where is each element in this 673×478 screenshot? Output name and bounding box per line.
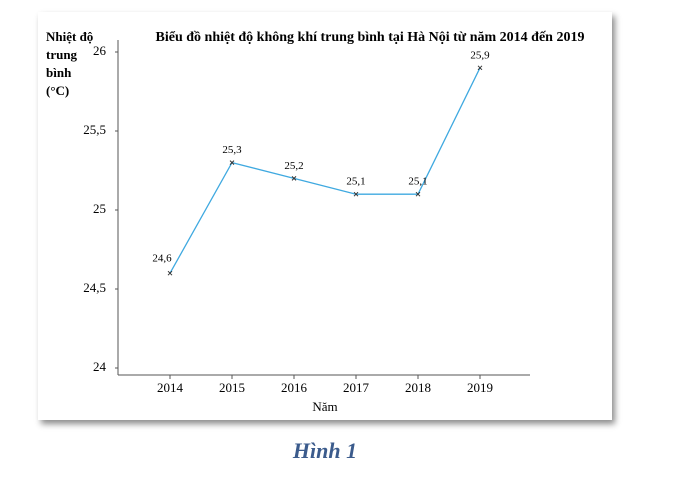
marker: [477, 65, 483, 71]
data-label: 24,6: [152, 253, 172, 265]
y-tick-label: 24,5: [83, 280, 106, 295]
x-tick-label: 2015: [219, 380, 245, 395]
x-tick-label: 2014: [157, 380, 184, 395]
y-tick-label: 26: [93, 43, 107, 58]
x-tick-label: 2018: [405, 380, 431, 395]
x-tick-label: 2019: [467, 380, 493, 395]
y-tick-label: 24: [93, 359, 107, 374]
data-label: 25,2: [284, 160, 303, 172]
marker: [167, 270, 173, 276]
marker: [415, 191, 421, 197]
y-tick-label: 25: [93, 201, 106, 216]
data-label: 25,1: [408, 176, 427, 188]
y-tick-label: 25,5: [83, 122, 106, 137]
x-tick-label: 2017: [343, 380, 370, 395]
chart-frame: [38, 12, 612, 420]
marker: [353, 191, 359, 197]
marker: [291, 176, 297, 181]
chart-title: Biểu đồ nhiệt độ không khí trung bình tạ…: [156, 30, 585, 45]
data-label: 25,1: [346, 176, 365, 188]
y-axis-label: Nhiệt độ trung bình (°C): [46, 29, 94, 98]
x-axis-label: Năm: [312, 399, 337, 414]
data-label: 25,3: [222, 144, 242, 156]
line: [169, 67, 481, 274]
data-label: 25,9: [470, 49, 490, 61]
x-tick-label: 2016: [281, 380, 308, 395]
marker: [229, 160, 235, 165]
caption: Hình 1: [292, 438, 358, 463]
